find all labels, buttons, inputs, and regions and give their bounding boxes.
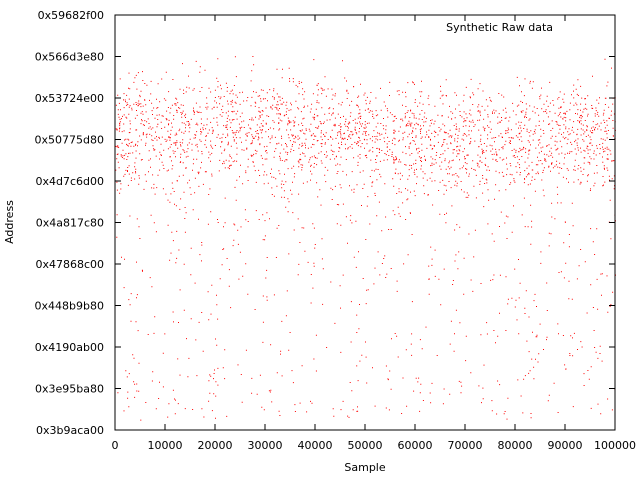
y-axis-label: Address	[3, 200, 16, 244]
y-tick-label: 0x50775d80	[35, 134, 104, 147]
x-tick-label: 40000	[298, 439, 333, 452]
x-tick-label: 70000	[448, 439, 483, 452]
y-tick-label: 0x4a817c80	[36, 217, 104, 230]
y-tick-label: 0x59682f00	[38, 9, 104, 22]
x-tick-label: 20000	[198, 439, 233, 452]
y-tick-label: 0x566d3e80	[35, 51, 104, 64]
x-tick-label: 30000	[248, 439, 283, 452]
series-points	[115, 56, 616, 421]
x-tick-label: 10000	[148, 439, 183, 452]
x-axis: 0 10000 20000 30000 40000 50000 60000 70000 8000…	[112, 15, 636, 452]
x-tick-label: 0	[112, 439, 119, 452]
x-tick-label: 100000	[594, 439, 636, 452]
x-tick-label: 90000	[548, 439, 583, 452]
y-tick-label: 0x4190ab00	[35, 341, 104, 354]
x-axis-label: Sample	[344, 461, 385, 474]
legend-label: Synthetic Raw data	[446, 21, 553, 34]
y-tick-label: 0x448b9b80	[35, 300, 104, 313]
y-axis: 0x3b9aca00 0x3e95ba80 0x4190ab00 0x448b9b80…	[35, 9, 615, 437]
x-tick-label: 50000	[348, 439, 383, 452]
y-tick-label: 0x3b9aca00	[36, 424, 104, 437]
y-tick-label: 0x53724e00	[35, 92, 104, 105]
y-tick-label: 0x47868c00	[35, 258, 104, 271]
legend: Synthetic Raw data	[446, 21, 553, 34]
y-tick-label: 0x3e95ba80	[35, 383, 104, 396]
x-tick-label: 80000	[498, 439, 533, 452]
y-tick-label: 0x4d7c6d00	[35, 175, 104, 188]
x-tick-label: 60000	[398, 439, 433, 452]
scatter-points	[115, 56, 616, 421]
